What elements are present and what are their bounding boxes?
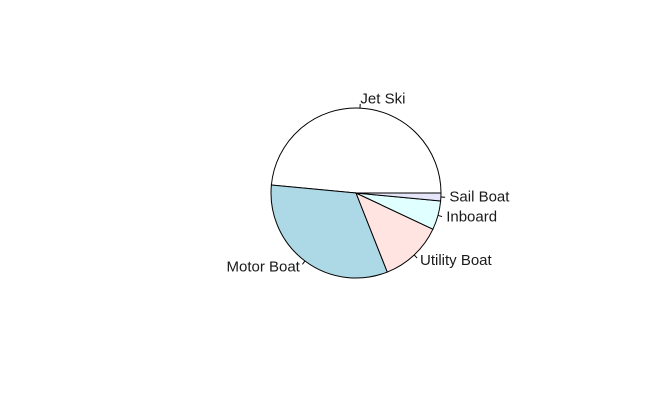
pie-label-inboard: Inboard — [446, 209, 497, 226]
leader-line-inboard — [437, 214, 443, 218]
pie-label-motor-boat: Motor Boat — [226, 259, 300, 276]
pie-slice-utility-boat — [355, 192, 434, 273]
pie-labels: Jet Ski Motor Boat Utility Boat Inboard Sail… — [226, 91, 510, 276]
pie-label-sail-boat: Sail Boat — [449, 188, 510, 205]
leader-line-utility-boat — [413, 254, 418, 259]
pie-label-jet-ski: Jet Ski — [360, 91, 405, 108]
pie-slices — [270, 107, 442, 279]
leader-line-motor-boat — [302, 260, 306, 265]
pie-slice-sail-boat — [355, 192, 442, 202]
pie-slice-jet-ski — [270, 107, 442, 194]
pie-label-utility-boat: Utility Boat — [420, 252, 493, 269]
pie-slice-motor-boat — [270, 184, 388, 279]
pie-leader-lines — [302, 103, 446, 265]
